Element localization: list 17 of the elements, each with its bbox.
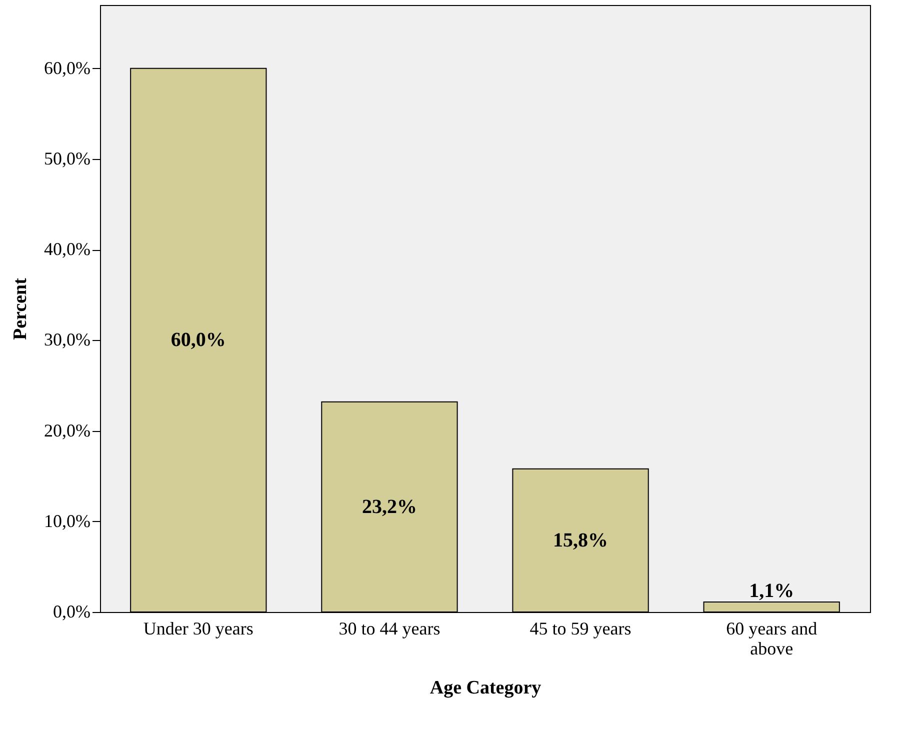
y-tick-label: 50,0% <box>44 148 90 169</box>
y-tick-label: 40,0% <box>44 239 90 260</box>
y-tick-label: 0,0% <box>53 602 90 622</box>
x-tick-label: Under 30 years <box>143 618 254 638</box>
data-label: 1,1% <box>749 580 794 602</box>
y-tick-label: 30,0% <box>44 330 90 350</box>
y-tick-label: 10,0% <box>44 510 90 531</box>
x-tick-label: 30 to 44 years <box>338 618 440 638</box>
y-tick-label: 60,0% <box>44 58 90 78</box>
x-tick-label: 60 years and above <box>726 618 818 658</box>
y-axis-title: Percent <box>10 277 32 340</box>
data-label: 60,0% <box>170 329 226 352</box>
data-label: 15,8% <box>553 529 608 552</box>
x-axis-title: Age Category <box>430 678 542 698</box>
data-label: 23,2% <box>362 496 417 518</box>
x-tick-label: 45 to 59 years <box>530 618 632 638</box>
y-tick-label: 20,0% <box>44 420 90 440</box>
